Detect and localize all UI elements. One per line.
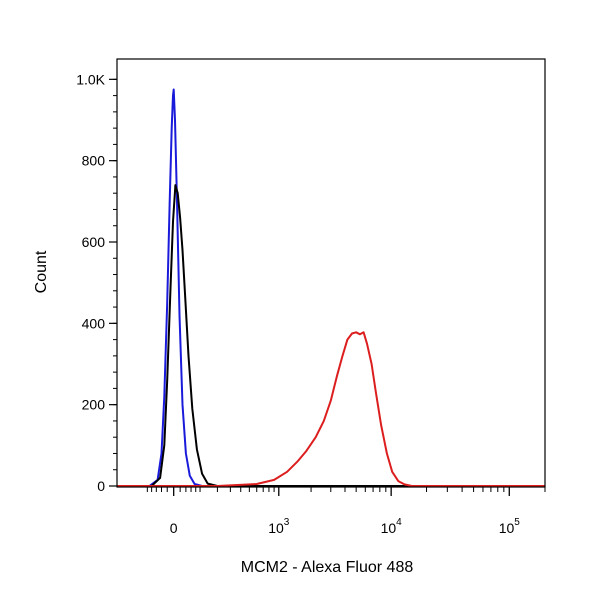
y-tick-label: 400 — [82, 315, 106, 331]
series-line-3 — [117, 331, 545, 487]
plot-frame — [116, 58, 546, 488]
y-axis-title: Count — [33, 250, 50, 293]
series-line-1 — [148, 88, 540, 487]
x-tick-label: 104 — [381, 517, 403, 536]
x-axis: 0 103 104 105 — [146, 487, 546, 536]
series-line-2 — [150, 184, 540, 487]
y-tick-label: 200 — [82, 397, 106, 413]
y-tick-label: 800 — [82, 153, 106, 169]
x-axis-title: MCM2 - Alexa Fluor 488 — [241, 559, 414, 576]
x-tick-label: 0 — [170, 520, 178, 536]
y-tick-label: 1.0K — [76, 71, 105, 87]
y-tick-label: 0 — [97, 478, 105, 494]
x-tick-label: 103 — [268, 517, 290, 536]
y-axis: 0 200 400 600 800 1.0K — [76, 71, 117, 494]
x-tick-label: 105 — [499, 517, 521, 536]
series-layer — [117, 88, 545, 487]
y-tick-label: 600 — [82, 234, 106, 250]
